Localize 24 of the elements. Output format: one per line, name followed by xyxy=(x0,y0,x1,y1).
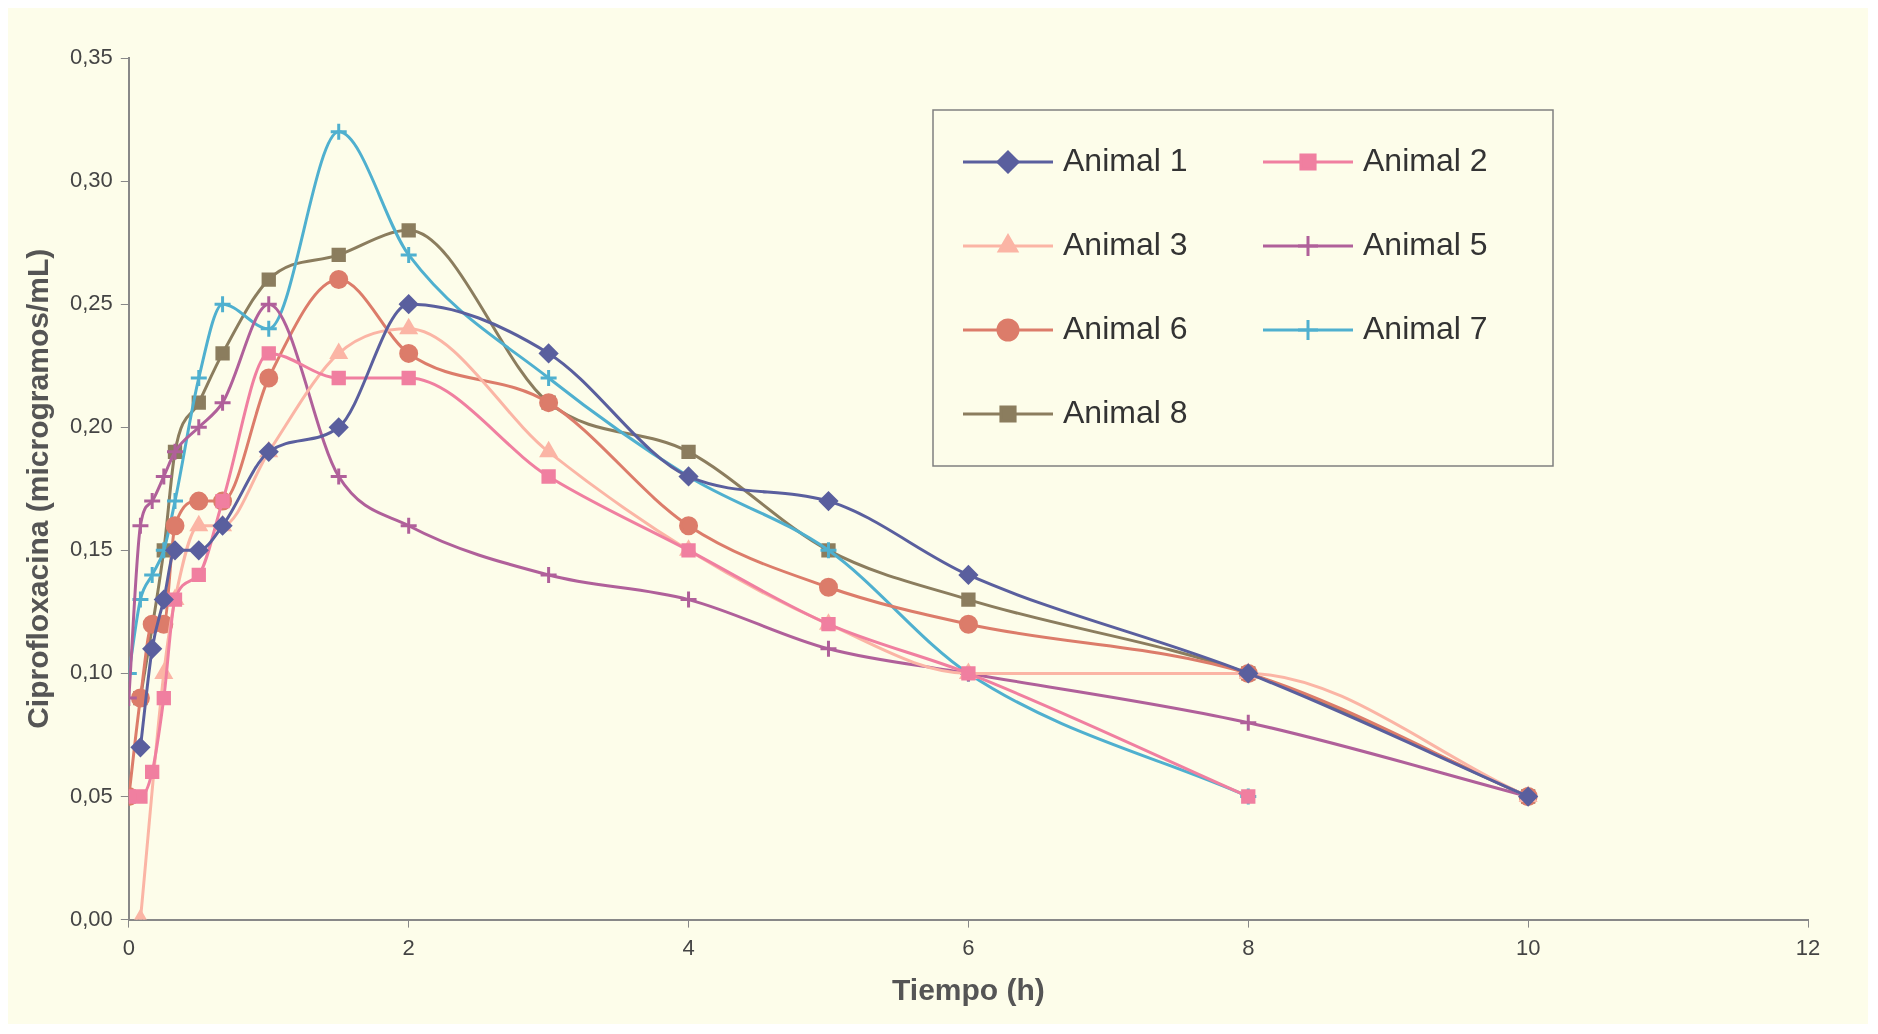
legend-label: Animal 2 xyxy=(1363,141,1488,178)
legend-label: Animal 8 xyxy=(1063,393,1188,430)
y-tick-label: 0,20 xyxy=(69,413,113,439)
y-tick-label: 0,15 xyxy=(69,536,113,562)
y-tick-label: 0,25 xyxy=(69,290,113,316)
x-tick-label: 8 xyxy=(1242,934,1255,960)
x-tick-label: 2 xyxy=(402,934,415,960)
legend-label: Animal 6 xyxy=(1063,309,1188,346)
y-axis-title: Ciprofloxacina (microgramos/mL) xyxy=(21,248,55,729)
y-tick-label: 0,30 xyxy=(69,167,113,193)
x-tick-label: 6 xyxy=(962,934,975,960)
y-tick-label: 0,00 xyxy=(69,905,113,931)
y-tick-label: 0,10 xyxy=(69,659,113,685)
legend-label: Animal 7 xyxy=(1363,309,1488,346)
y-tick-label: 0,05 xyxy=(69,782,113,808)
x-tick-label: 4 xyxy=(682,934,695,960)
legend-label: Animal 1 xyxy=(1063,141,1188,178)
x-tick-label: 12 xyxy=(1795,934,1821,960)
legend-label: Animal 3 xyxy=(1063,225,1188,262)
x-tick-label: 10 xyxy=(1515,934,1541,960)
x-axis-title: Tiempo (h) xyxy=(892,973,1045,1007)
y-tick-label: 0,35 xyxy=(69,44,113,70)
legend-label: Animal 5 xyxy=(1363,225,1488,262)
x-tick-label: 0 xyxy=(122,934,135,960)
